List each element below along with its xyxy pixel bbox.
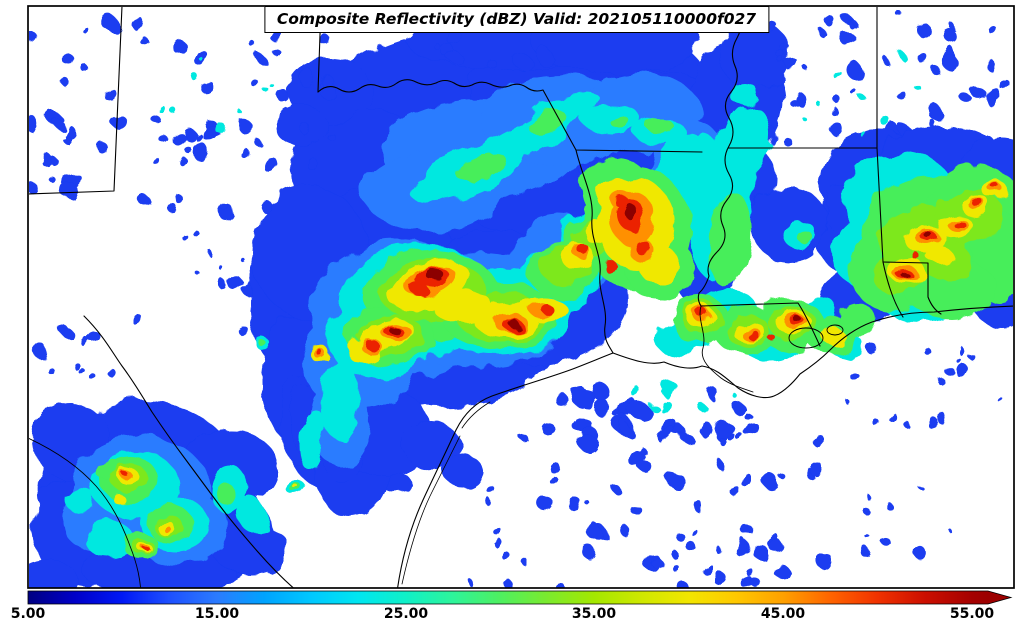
lower-mississippi-river [699, 305, 754, 393]
colorbar-gradient-bar [27, 590, 1013, 605]
colorbar [27, 590, 1013, 605]
border-sabine-tx-la [575, 149, 614, 354]
border-al-fl [882, 261, 942, 315]
galveston-bay [461, 401, 491, 429]
map-title-box: Composite Reflectivity (dBZ) Valid: 2021… [263, 6, 770, 33]
map-title: Composite Reflectivity (dBZ) Valid: 2021… [276, 10, 757, 28]
colorbar-tick-25: 25.00 [383, 606, 429, 622]
lake-pontchartrain [788, 327, 824, 349]
mexico-state-line [29, 437, 142, 588]
rio-grande [83, 315, 295, 588]
colorbar-tick-45: 45.00 [760, 606, 806, 622]
gulf-coastline [397, 305, 1013, 588]
colorbar-tick-35: 35.00 [571, 606, 617, 622]
border-la-ms [700, 302, 821, 347]
lake-maurepas [826, 324, 844, 336]
colorbar-tick-5: 5.00 [10, 606, 46, 622]
colorbar-tick-55: 55.00 [949, 606, 995, 622]
texas-barrier-island [401, 435, 461, 585]
radar-echo-layer [29, 7, 1013, 588]
mississippi-river [697, 7, 742, 307]
state-borders [29, 7, 1013, 588]
border-nm-tx [29, 7, 123, 195]
border-red-river-tx-ok-ar [317, 79, 703, 153]
colorbar-tick-15: 15.00 [194, 606, 240, 622]
